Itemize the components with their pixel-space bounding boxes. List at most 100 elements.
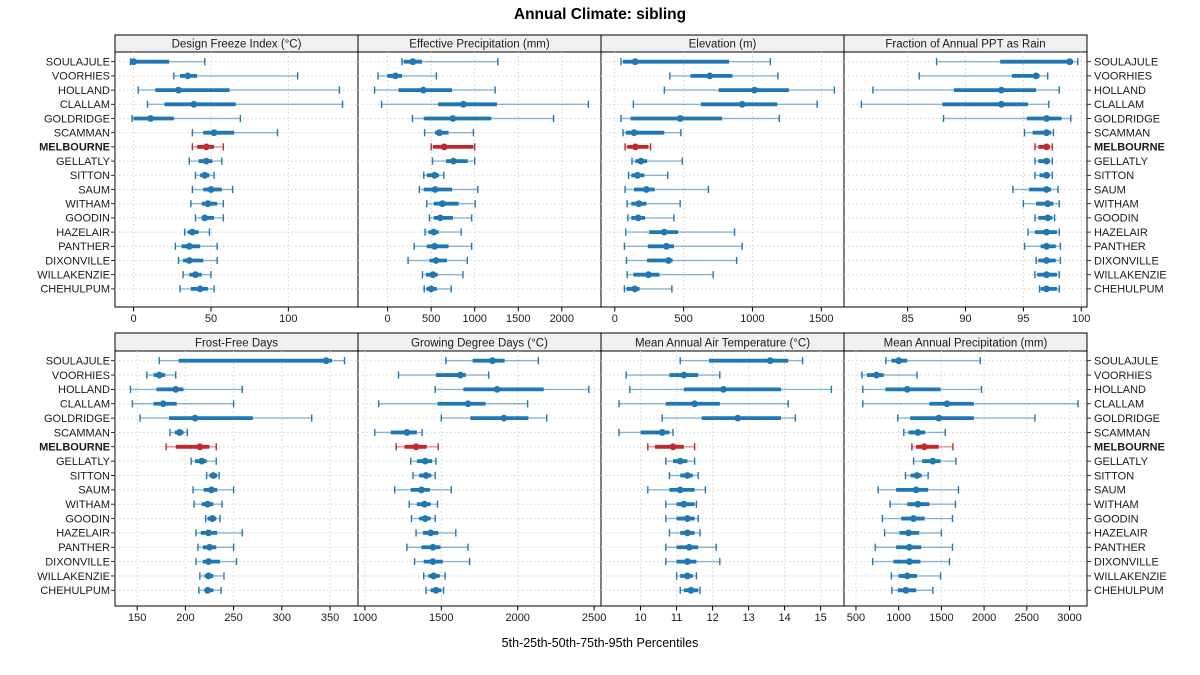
errorbar-hazelair: [1027, 228, 1060, 236]
tick-label: 1500: [506, 313, 530, 325]
site-label-right-panther: PANTHER: [1094, 542, 1146, 554]
tick-label: 350: [321, 612, 339, 624]
median-dot: [1044, 214, 1052, 222]
errorbar-scamman: [423, 129, 475, 137]
site-label-right-soulajule: SOULAJULE: [1094, 57, 1158, 69]
site-label-left-gellatly: GELLATLY: [56, 156, 111, 168]
errorbar-goldridge: [897, 414, 1036, 422]
site-label-left-voorhies: VOORHIES: [52, 370, 110, 382]
errorbar-chehulpum: [198, 586, 222, 594]
strip-label-elevation: Elevation (m): [689, 39, 757, 51]
site-label-left-melbourne: MELBOURNE: [39, 442, 110, 454]
errorbar-chehulpum: [679, 586, 701, 594]
site-label-left-scamman: SCAMMAN: [54, 427, 110, 439]
median-dot: [920, 443, 928, 451]
errorbar-witham: [190, 200, 225, 208]
median-dot: [1043, 115, 1050, 122]
errorbar-clallam: [862, 400, 1079, 408]
median-dot: [903, 572, 911, 580]
errorbar-voorhies: [625, 371, 721, 379]
errorbar-chehulpum: [423, 285, 452, 293]
errorbar-sitton: [412, 471, 436, 480]
median-dot: [734, 414, 742, 422]
median-dot: [176, 429, 184, 436]
median-dot: [1043, 157, 1050, 165]
errorbar-voorhies: [146, 371, 177, 379]
median-dot: [185, 242, 193, 250]
errorbar-clallam: [618, 400, 789, 408]
median-dot: [680, 500, 688, 508]
site-label-right-willakenzie: WILLAKENZIE: [1094, 270, 1167, 282]
errorbar-panther: [623, 242, 743, 250]
errorbar-willakenzie: [182, 271, 212, 279]
errorbar-dixonville: [1035, 256, 1062, 265]
median-dot: [429, 558, 437, 565]
median-dot: [201, 171, 209, 179]
errorbar-panther: [665, 543, 717, 551]
panel-mean-annual-precipitation: Mean Annual Precipitation (mm) 500 1000 150…: [843, 332, 1091, 624]
x-axis-title: 5th-25th-50th-75th-95th Percentiles: [501, 636, 699, 650]
site-label-left-goldridge: GOLDRIDGE: [44, 113, 110, 125]
errorbar-hazelair: [424, 228, 462, 236]
median-dot: [658, 429, 666, 436]
median-dot: [676, 115, 684, 122]
median-dot: [997, 100, 1005, 108]
errorbar-willakenzie: [1034, 271, 1060, 279]
median-dot: [905, 543, 913, 551]
panel-frame: [600, 51, 845, 308]
median-dot: [935, 414, 943, 422]
site-label-right-gellatly: GELLATLY: [1094, 456, 1149, 468]
errorbar-holland: [137, 86, 341, 94]
errorbar-hazelair: [625, 228, 736, 236]
tick-label: 2000: [505, 612, 529, 624]
median-dot: [403, 429, 411, 436]
median-dot: [1043, 242, 1050, 250]
median-dot: [630, 129, 638, 137]
median-dot: [634, 214, 642, 222]
errorbar-melbourne: [1034, 143, 1053, 151]
tick-label: 50: [205, 313, 217, 325]
errorbar-saum: [393, 486, 452, 494]
errorbar-saum: [192, 486, 235, 494]
errorbar-chehulpum: [1038, 285, 1060, 293]
median-dot: [322, 357, 330, 365]
errorbar-goldridge: [411, 114, 555, 123]
median-dot: [418, 486, 425, 494]
median-dot: [873, 371, 880, 379]
median-dot: [500, 414, 508, 422]
site-label-right-goodin: GOODIN: [1094, 213, 1139, 225]
median-dot: [905, 529, 912, 537]
errorbar-clallam: [131, 400, 235, 408]
median-dot: [660, 228, 668, 236]
median-dot: [684, 529, 691, 537]
panel-frame: [357, 51, 602, 308]
panel-elevation: Elevation (m) 0 500 1000 1500: [600, 34, 845, 325]
errorbar-gellatly: [665, 457, 696, 465]
median-dot: [185, 257, 193, 264]
site-label-left-gellatly: GELLATLY: [56, 456, 111, 468]
errorbar-clallam: [860, 100, 1050, 108]
site-label-right-gellatly: GELLATLY: [1094, 156, 1149, 168]
median-dot: [738, 100, 746, 108]
errorbar-dixonville: [177, 256, 218, 265]
errorbar-willakenzie: [423, 572, 446, 580]
site-label-right-holland: HOLLAND: [1094, 85, 1146, 97]
tick-label: 90: [959, 313, 971, 325]
site-label-left-panther: PANTHER: [58, 241, 110, 253]
median-dot: [645, 271, 652, 279]
errorbar-holland: [872, 86, 1060, 94]
errorbar-holland: [373, 86, 496, 94]
panel-fraction-ppt-rain: Fraction of Annual PPT as Rain 85 90 95 100: [843, 34, 1091, 325]
tick-label: 1500: [429, 612, 453, 624]
median-dot: [205, 558, 212, 565]
errorbar-goldridge: [620, 114, 780, 123]
errorbar-witham: [408, 500, 439, 508]
median-dot: [913, 472, 921, 479]
errorbar-clallam: [377, 400, 529, 408]
panel-effective-precipitation: Effective Precipitation (mm) 0 500 1000 1500…: [357, 34, 602, 325]
errorbar-saum: [191, 185, 234, 194]
site-label-left-soulajule: SOULAJULE: [46, 57, 110, 69]
panel-frame: [600, 350, 845, 607]
median-dot: [662, 242, 670, 250]
